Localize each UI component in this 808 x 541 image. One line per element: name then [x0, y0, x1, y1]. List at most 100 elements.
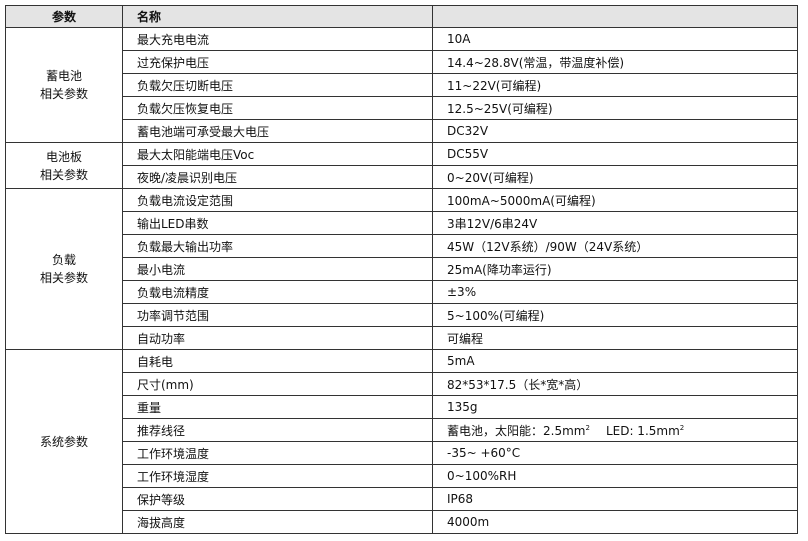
param-value: 100mA~5000mA(可编程)	[432, 188, 798, 212]
param-value: 0~100%RH	[432, 464, 798, 488]
param-value-text: -35~ +60°C	[447, 446, 521, 460]
param-value-text: 25mA(降功率运行)	[447, 262, 552, 277]
param-name: 功率调节范围	[122, 303, 433, 327]
param-value: 3串12V/6串24V	[432, 211, 798, 235]
group-label-line1: 负载	[51, 253, 76, 267]
param-name: 最大太阳能端电压Voc	[122, 142, 433, 166]
table-row: 负载 相关参数 负载电流设定范围 100mA~5000mA(可编程)	[5, 188, 798, 350]
param-name: 蓄电池端可承受最大电压	[122, 119, 433, 143]
param-value: 45W（12V系统）/90W（24V系统）	[432, 234, 798, 258]
table-row: 输出LED串数 3串12V/6串24V	[6, 211, 798, 235]
header-name: 名称	[122, 5, 433, 28]
param-value: 135g	[432, 395, 798, 419]
param-value-text: 5mA	[447, 354, 475, 368]
header-parameter: 参数	[5, 5, 123, 28]
param-value-text: 82*53*17.5（长*宽*高）	[447, 377, 589, 392]
table-row: 最小电流 25mA(降功率运行)	[6, 257, 798, 281]
superscript: 2	[679, 423, 685, 432]
param-value: 5mA	[432, 349, 798, 373]
param-value-text: 可编程	[447, 331, 484, 346]
param-name: 海拔高度	[122, 510, 433, 534]
param-value: -35~ +60°C	[432, 441, 798, 465]
param-value-text: 5~100%(可编程)	[447, 308, 545, 323]
param-name: 负载最大输出功率	[122, 234, 433, 258]
param-name: 负载欠压恢复电压	[122, 96, 433, 120]
param-value: 0~20V(可编程)	[432, 165, 798, 189]
group-label: 负载 相关参数	[5, 188, 123, 350]
param-name: 负载电流精度	[122, 280, 433, 304]
group-label-line2: 相关参数	[39, 87, 88, 101]
param-value: 10A	[432, 27, 798, 51]
table-row: 夜晚/凌晨识别电压 0~20V(可编程)	[6, 165, 798, 189]
param-name: 尺寸(mm)	[122, 372, 433, 396]
table-row: 蓄电池 相关参数 最大充电电流 10A	[5, 27, 798, 143]
param-name: 自动功率	[122, 326, 433, 350]
param-value-text: IP68	[447, 492, 474, 506]
superscript: 2	[585, 423, 590, 432]
param-name: 过充保护电压	[122, 50, 433, 74]
param-value-text: ±3%	[447, 285, 477, 299]
param-name: 工作环境湿度	[122, 464, 433, 488]
group-label-line1: 蓄电池	[45, 69, 82, 83]
param-value: 11~22V(可编程)	[432, 73, 798, 97]
param-value-text: 100mA~5000mA(可编程)	[447, 193, 596, 208]
table-row: 工作环境湿度 0~100%RH	[6, 464, 798, 488]
spec-table: 参数 名称 蓄电池 相关参数 最大充电电流 10A 过充保护电压 14.4~28.8V(常…	[5, 5, 798, 534]
param-value-text: 蓄电池，太阳能：2.5mm	[447, 423, 586, 438]
param-name: 夜晚/凌晨识别电压	[122, 165, 433, 189]
param-value-text: 14.4~28.8V(常温，带温度补偿)	[447, 55, 625, 70]
param-name: 工作环境温度	[122, 441, 433, 465]
group-label-line1: 电池板	[45, 149, 82, 164]
table-row: 蓄电池端可承受最大电压 DC32V	[6, 119, 798, 143]
table-row: 推荐线径 蓄电池，太阳能：2.5mm2 LED: 1.5mm2	[6, 418, 798, 442]
table-row: 保护等级 IP68	[6, 487, 798, 511]
param-name: 最大充电电流	[122, 27, 433, 51]
table-row: 重量 135g	[6, 395, 798, 419]
param-value: IP68	[432, 487, 798, 511]
param-value: 14.4~28.8V(常温，带温度补偿)	[432, 50, 798, 74]
param-value: 5~100%(可编程)	[432, 303, 798, 327]
param-value: 蓄电池，太阳能：2.5mm2 LED: 1.5mm2	[432, 418, 798, 442]
table-row: 负载欠压恢复电压 12.5~25V(可编程)	[6, 96, 798, 120]
param-value: 82*53*17.5（长*宽*高）	[432, 372, 798, 396]
param-value-text-2: LED: 1.5mm	[605, 423, 680, 438]
group-label-line1: 系统参数	[39, 434, 88, 449]
param-name: 自耗电	[122, 349, 433, 373]
table-row: 电池板 相关参数 最大太阳能端电压Voc DC55V	[5, 142, 798, 189]
group-label-line2: 相关参数	[39, 167, 88, 182]
param-name: 负载欠压切断电压	[122, 73, 433, 97]
table-row: 自动功率 可编程	[6, 326, 798, 350]
param-value-text: 12.5~25V(可编程)	[447, 101, 553, 116]
table-row: 功率调节范围 5~100%(可编程)	[6, 303, 798, 327]
param-value-text: 0~100%RH	[447, 469, 517, 483]
table-row: 负载最大输出功率 45W（12V系统）/90W（24V系统）	[6, 234, 798, 258]
group-label: 蓄电池 相关参数	[5, 27, 123, 143]
param-value: 12.5~25V(可编程)	[432, 96, 798, 120]
param-value-text: 0~20V(可编程)	[447, 170, 534, 185]
param-value: 可编程	[432, 326, 798, 350]
table-row: 负载欠压切断电压 11~22V(可编程)	[6, 73, 798, 97]
param-value: 4000m	[432, 510, 798, 534]
table-row: 尺寸(mm) 82*53*17.5（长*宽*高）	[6, 372, 798, 396]
param-name: 推荐线径	[122, 418, 433, 442]
param-value-text: DC55V	[447, 147, 489, 161]
group-label: 电池板 相关参数	[5, 142, 123, 189]
param-value: DC55V	[432, 142, 798, 166]
table-row: 过充保护电压 14.4~28.8V(常温，带温度补偿)	[6, 50, 798, 74]
table-header-row: 参数 名称	[5, 5, 798, 28]
table-row: 海拔高度 4000m	[6, 510, 798, 534]
param-value: DC32V	[432, 119, 798, 143]
param-name: 最小电流	[122, 257, 433, 281]
table-row: 工作环境温度 -35~ +60°C	[6, 441, 798, 465]
param-value-text: 4000m	[447, 515, 490, 529]
param-value-text: 10A	[447, 32, 471, 46]
table-row: 系统参数 自耗电 5mA	[5, 349, 798, 534]
group-label: 系统参数	[5, 349, 123, 534]
group-label-line2: 相关参数	[39, 271, 88, 285]
param-value-text: 11~22V(可编程)	[447, 78, 542, 93]
param-name: 负载电流设定范围	[122, 188, 433, 212]
param-name: 重量	[122, 395, 433, 419]
param-value: 25mA(降功率运行)	[432, 257, 798, 281]
param-value-text: 45W（12V系统）/90W（24V系统）	[447, 239, 649, 254]
param-value-text: DC32V	[447, 124, 489, 138]
